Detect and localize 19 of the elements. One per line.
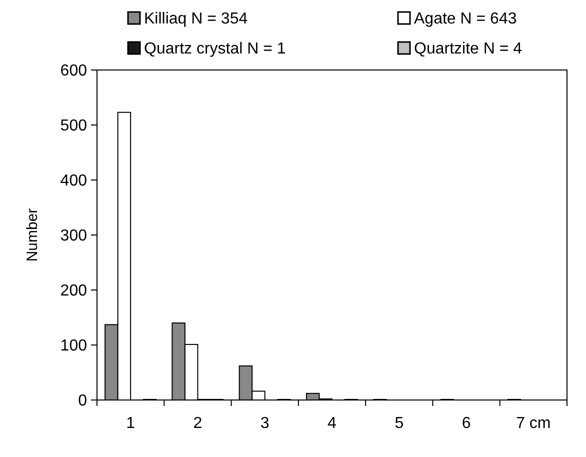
y-tick-label: 0 (78, 392, 88, 410)
y-axis-title: Number (24, 208, 41, 262)
y-tick-label: 300 (60, 228, 88, 245)
legend-label: Quartzite N = 4 (414, 40, 522, 58)
y-tick-label: 400 (60, 172, 88, 190)
y-tick-label: 500 (60, 118, 88, 135)
y-tick-label: 200 (60, 282, 88, 300)
y-tick-label: 100 (60, 338, 88, 355)
y-tick-label: 600 (60, 62, 88, 80)
x-tick-label: 4 (328, 415, 337, 432)
legend-label: Killiaq N = 354 (144, 10, 248, 28)
legend-label: Agate N = 643 (414, 10, 517, 28)
legend-label: Quartz crystal N = 1 (144, 40, 286, 58)
x-tick-label: 6 (462, 415, 471, 432)
x-tick-label: 1 (126, 415, 136, 432)
x-tick-label: 3 (260, 415, 270, 432)
x-tick-label: 7 cm (516, 415, 551, 432)
x-tick-label: 5 (394, 415, 404, 432)
x-tick-label: 2 (193, 415, 202, 432)
